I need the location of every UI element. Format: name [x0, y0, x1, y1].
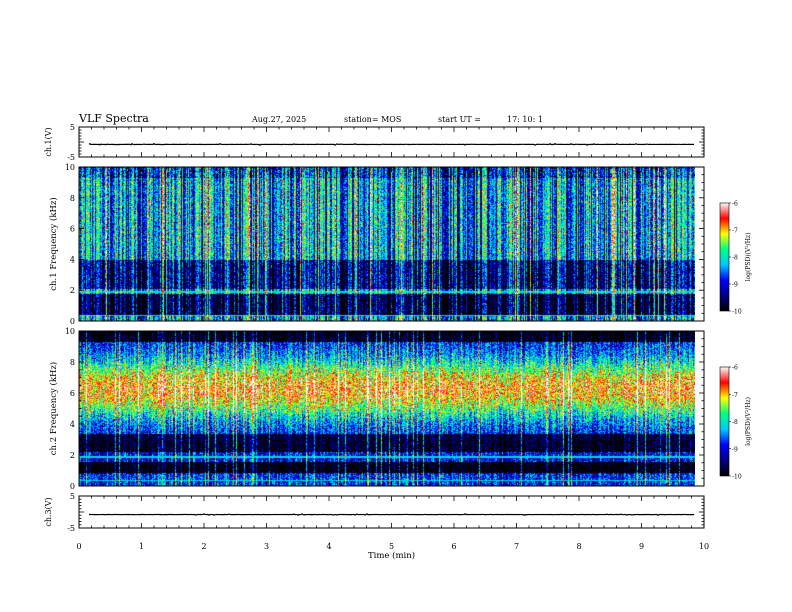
ch1-spectrogram-colorbar-label: log(PSD)(V²/Hz)	[745, 233, 752, 282]
y-tick-label-ch1-voltage: -5	[67, 153, 75, 162]
ch2-spectrogram-colorbar-label: log(PSD)(V²/Hz)	[745, 397, 752, 446]
x-tick-label: 4	[326, 542, 331, 551]
start-ut-value: 17: 10: 1	[507, 115, 543, 124]
y-tick-label-ch1-spectrogram: 4	[70, 255, 75, 264]
y-tick-label-ch2-spectrogram: 4	[70, 420, 75, 429]
y-tick-label-ch1-spectrogram: 0	[70, 317, 75, 326]
colorbar-tick-label: -9	[732, 446, 738, 453]
x-tick-label: 5	[389, 542, 394, 551]
x-tick-label: 7	[514, 542, 519, 551]
y-tick-label-ch1-spectrogram: 2	[70, 286, 75, 295]
colorbar-tick-label: -9	[732, 282, 738, 289]
y-tick-label-ch3-voltage: -5	[67, 524, 75, 533]
colorbar-tick-label: -8	[732, 255, 738, 262]
y-tick-label-ch2-spectrogram: 8	[70, 358, 75, 367]
x-tick-label: 6	[451, 542, 456, 551]
y-tick-label-ch2-spectrogram: 0	[70, 482, 75, 491]
ch2-spectrogram-ylabel: ch.2 Frequency (kHz)	[48, 362, 59, 455]
x-tick-label: 0	[76, 542, 81, 551]
panels-layer	[79, 142, 695, 516]
station-label: station= MOS	[344, 115, 402, 124]
colorbar-tick-label: -7	[732, 228, 738, 235]
ch3-voltage-ylabel: ch.3(V)	[44, 497, 53, 526]
y-tick-label-ch1-spectrogram: 8	[70, 194, 75, 203]
y-tick-label-ch1-spectrogram: 6	[70, 225, 75, 234]
start-ut-label: start UT =	[438, 115, 481, 124]
x-tick-label: 2	[201, 542, 206, 551]
colorbar-tick-label: -8	[732, 419, 738, 426]
ch1-spectrogram-colorbar	[719, 202, 730, 312]
x-tick-label: 3	[264, 542, 269, 551]
date-label: Aug.27, 2025	[252, 115, 307, 124]
y-tick-label-ch2-spectrogram: 10	[65, 327, 75, 336]
x-tick-label: 9	[639, 542, 644, 551]
ch1-spectrogram-ylabel: ch.1 Frequency (kHz)	[48, 197, 59, 290]
y-tick-label-ch1-voltage: 5	[70, 123, 75, 132]
ch1-voltage-ylabel: ch.1(V)	[44, 127, 53, 156]
colorbar-tick-label: -7	[732, 392, 738, 399]
y-tick-label-ch2-spectrogram: 2	[70, 451, 75, 460]
ch1-voltage-trace	[88, 142, 695, 146]
x-tick-label: 8	[576, 542, 581, 551]
colorbar-tick-label: -10	[732, 309, 742, 316]
ch2-spectrogram-image	[79, 331, 695, 486]
y-tick-label-ch1-spectrogram: 10	[65, 163, 75, 172]
ch2-spectrogram-colorbar	[719, 366, 730, 477]
x-axis-label: Time (min)	[368, 550, 415, 561]
figure-title: VLF Spectra	[79, 112, 149, 125]
x-tick-label: 10	[699, 542, 709, 551]
colorbar-tick-label: -6	[732, 201, 738, 208]
colorbar-tick-label: -10	[732, 474, 742, 481]
colorbar-tick-label: -6	[732, 365, 738, 372]
ch1-spectrogram-image	[79, 167, 695, 321]
ch3-voltage-trace	[88, 513, 695, 516]
y-tick-label-ch3-voltage: 5	[70, 492, 75, 501]
x-tick-label: 1	[139, 542, 144, 551]
y-tick-label-ch2-spectrogram: 6	[70, 389, 75, 398]
